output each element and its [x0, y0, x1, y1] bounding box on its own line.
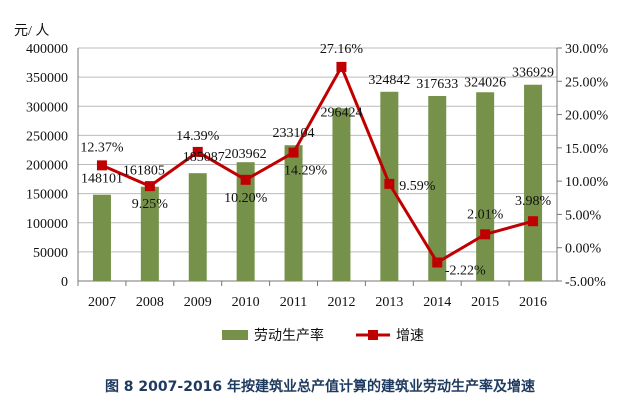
growth-value-label: 9.59% — [399, 179, 436, 194]
bar-value-label: 317633 — [416, 77, 458, 92]
bar-value-label: 185087 — [183, 150, 225, 165]
x-tick-label: 2015 — [471, 295, 499, 310]
y-tick-label: 200000 — [26, 159, 68, 174]
bar-value-label: 233104 — [273, 126, 315, 141]
y-tick-label: 100000 — [26, 217, 68, 232]
growth-marker-2014 — [432, 257, 443, 268]
x-tick-label: 2011 — [280, 295, 307, 310]
growth-value-label: -2.22% — [445, 263, 486, 278]
y-tick-label: 350000 — [26, 71, 68, 86]
legend-bar-swatch — [222, 330, 248, 340]
y2-tick-label: 5.00% — [565, 208, 602, 223]
growth-value-label: 14.29% — [284, 164, 328, 179]
y2-tick-label: 10.00% — [565, 175, 609, 190]
growth-marker-2011 — [288, 147, 299, 158]
legend-line-label: 增速 — [396, 328, 424, 344]
legend: 劳动生产率 增速 — [222, 327, 424, 344]
bar-2016 — [524, 84, 543, 281]
x-tick-label: 2009 — [184, 295, 212, 310]
bar-2012 — [332, 108, 351, 281]
x-tick-label: 2013 — [375, 295, 403, 310]
bar-2010 — [236, 162, 255, 281]
growth-value-label: 14.39% — [176, 129, 220, 144]
growth-value-label: 10.20% — [224, 191, 268, 206]
growth-marker-2013 — [384, 178, 395, 189]
growth-value-label: 2.01% — [467, 207, 504, 222]
bar-value-label: 161805 — [123, 164, 165, 179]
y2-tick-label: 30.00% — [565, 42, 609, 57]
bar-value-label: 324842 — [368, 73, 410, 88]
x-tick-label: 2007 — [88, 295, 116, 310]
y-tick-label: 400000 — [26, 42, 68, 57]
bar-value-label: 324026 — [464, 75, 506, 90]
y2-tick-label: 20.00% — [565, 109, 609, 124]
growth-marker-2007 — [96, 160, 107, 171]
y-tick-label: 300000 — [26, 100, 68, 115]
x-tick-label: 2012 — [327, 295, 355, 310]
x-tick-label: 2014 — [423, 295, 451, 310]
growth-marker-2009 — [192, 146, 203, 157]
figure-caption: 图 8 2007-2016 年按建筑业总产值计算的建筑业劳动生产率及增速 — [104, 379, 536, 395]
growth-marker-2010 — [240, 174, 251, 185]
legend-line-marker — [368, 330, 378, 340]
bar-2009 — [188, 173, 207, 281]
x-tick-label: 2010 — [232, 295, 260, 310]
growth-marker-2015 — [480, 229, 491, 240]
legend-bar-label: 劳动生产率 — [254, 327, 324, 344]
y-axis-unit: 元/ 人 — [14, 23, 49, 39]
growth-value-label: 12.37% — [80, 140, 124, 155]
bar-2014 — [428, 95, 447, 281]
bar-value-label: 148101 — [81, 172, 123, 187]
y2-tick-label: 25.00% — [565, 75, 609, 90]
x-tick-label: 2008 — [136, 295, 164, 310]
bar-2011 — [284, 145, 303, 281]
bar-value-label: 336929 — [512, 66, 554, 81]
bar-value-label: 296424 — [320, 105, 362, 120]
y-tick-label: 0 — [61, 275, 68, 290]
growth-value-label: 3.98% — [515, 194, 552, 209]
bar-2015 — [476, 92, 495, 281]
x-tick-label: 2016 — [519, 295, 547, 310]
growth-value-label: 27.16% — [320, 42, 364, 57]
growth-marker-2012 — [336, 61, 347, 72]
bar-value-label: 203962 — [225, 147, 267, 162]
y2-tick-label: -5.00% — [565, 275, 606, 290]
bar-2008 — [140, 186, 159, 281]
bar-2007 — [92, 194, 111, 281]
growth-value-label: 9.25% — [132, 197, 169, 212]
y-tick-label: 250000 — [26, 129, 68, 144]
growth-line — [101, 63, 534, 265]
growth-marker-2008 — [144, 181, 155, 192]
y-tick-label: 150000 — [26, 188, 68, 203]
y2-tick-label: 0.00% — [565, 242, 602, 257]
growth-marker-2016 — [528, 216, 539, 227]
y2-tick-label: 15.00% — [565, 142, 609, 157]
y-tick-label: 50000 — [33, 246, 68, 261]
